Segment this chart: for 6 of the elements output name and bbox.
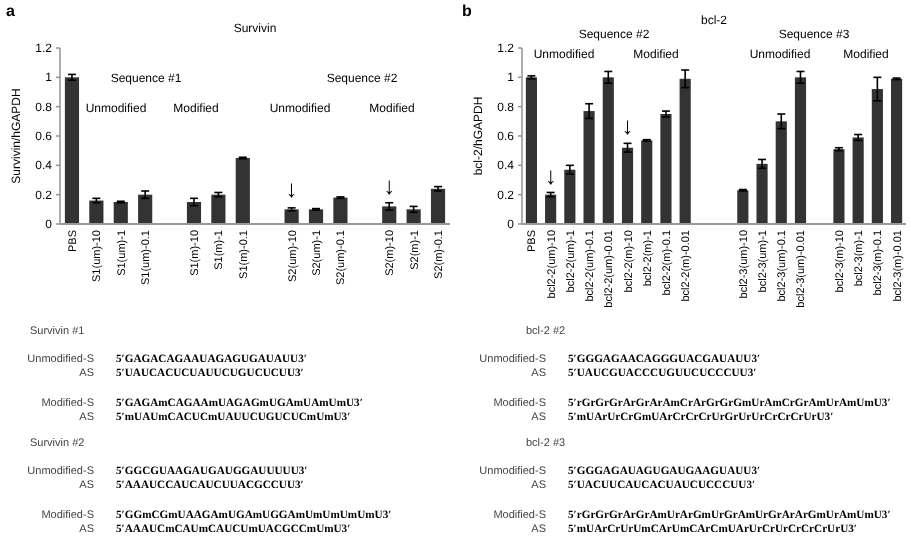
text: a — [6, 2, 16, 20]
annotation: ↓ — [383, 172, 396, 200]
annotation: ↓ — [544, 161, 557, 190]
text: b — [462, 2, 472, 20]
annotation: ↓ — [621, 111, 634, 140]
annotation: ↓ — [285, 174, 298, 203]
